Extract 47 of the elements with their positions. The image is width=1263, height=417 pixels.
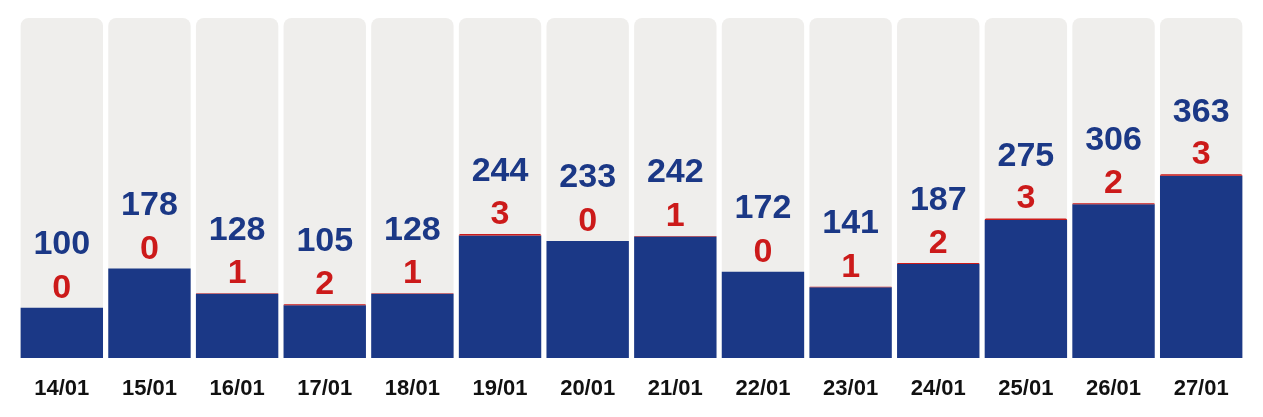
data-label: 3: [1016, 177, 1036, 216]
data-label: 0: [52, 266, 72, 305]
data-label: 2: [1104, 162, 1123, 201]
x-tick-label: 18/01: [384, 374, 440, 400]
data-label: 0: [753, 230, 773, 269]
x-tick-label: 23/01: [823, 374, 879, 400]
data-label: 178: [121, 183, 178, 222]
bar: [195, 293, 279, 358]
x-tick-label: 27/01: [1173, 374, 1229, 400]
x-tick-label: 15/01: [121, 374, 177, 400]
data-label: 128: [208, 208, 266, 247]
x-tick-label: 22/01: [735, 374, 791, 400]
data-label: 233: [559, 156, 617, 194]
data-label: 1: [227, 252, 247, 291]
data-label: 3: [490, 192, 510, 231]
data-label: 141: [822, 202, 879, 241]
x-tick-label: 26/01: [1086, 374, 1142, 400]
x-tick-label: 17/01: [297, 374, 353, 400]
data-label: 1: [402, 252, 422, 291]
data-label: 172: [734, 186, 792, 225]
x-tick-label: 19/01: [472, 374, 528, 400]
data-label: 187: [909, 179, 967, 218]
bar: [809, 287, 892, 358]
x-tick-label: 25/01: [998, 374, 1054, 400]
bar: [371, 293, 454, 358]
x-tick-label: 14/01: [34, 374, 90, 400]
data-label: 128: [384, 208, 441, 247]
data-label: 0: [578, 200, 598, 238]
bar: [283, 305, 366, 358]
x-tick-label: 21/01: [647, 374, 703, 400]
data-label: 2: [315, 263, 335, 302]
data-label: 1: [665, 194, 685, 233]
data-label: 244: [471, 150, 529, 189]
data-label: 3: [1191, 133, 1211, 172]
data-label: 363: [1172, 90, 1230, 129]
x-tick-label: 24/01: [910, 374, 966, 400]
x-tick-label: 16/01: [209, 374, 265, 400]
data-label: 2: [928, 222, 948, 261]
data-label: 1: [841, 245, 861, 284]
data-label: 100: [33, 222, 91, 261]
x-tick-label: 20/01: [560, 374, 616, 400]
data-label: 105: [296, 220, 354, 259]
data-label: 275: [997, 134, 1055, 173]
data-label: 0: [140, 227, 159, 266]
bar: [20, 307, 104, 358]
data-label: 242: [646, 151, 704, 190]
data-label: 306: [1085, 119, 1142, 158]
